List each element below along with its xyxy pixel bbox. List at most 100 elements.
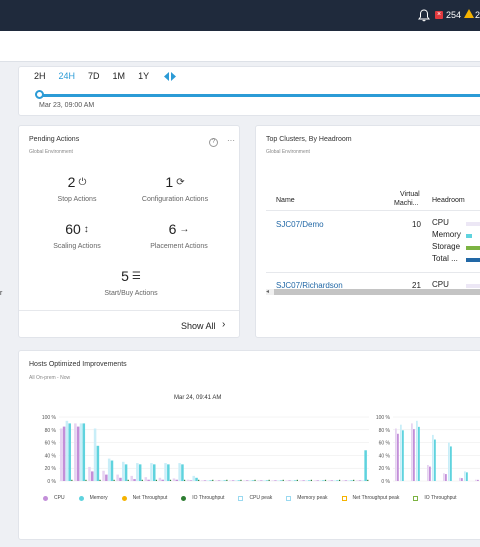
notification-bell-icon[interactable]	[418, 9, 430, 22]
memory-peak-bar	[136, 463, 139, 481]
cpu-peak-bar	[427, 465, 429, 481]
memory-peak-bar	[464, 471, 466, 481]
hosts-improvement-chart: 100 % 80 % 60 % 40 % 20 % 0 %	[42, 415, 369, 485]
memory-peak-bar	[234, 480, 238, 481]
stop-actions-item[interactable]: 2 ⏻ Stop Actions	[27, 174, 127, 203]
memory-peak-bar	[432, 434, 434, 481]
placement-actions-item[interactable]: 6 → Placement Actions	[129, 221, 229, 250]
io-throughput-bar	[282, 479, 284, 481]
action-count: 1	[165, 174, 174, 190]
cpu-bar	[413, 429, 415, 481]
pending-actions-widget: Pending Actions Global Environment ? ···…	[18, 125, 240, 338]
time-range-slider-handle[interactable]	[35, 90, 44, 99]
cpu-bar	[105, 474, 108, 481]
tab-2h[interactable]: 2H	[34, 71, 46, 81]
warning-count[interactable]: 25	[475, 10, 480, 20]
memory-peak-bar	[448, 442, 450, 481]
range-expand-icon[interactable]	[164, 72, 176, 81]
legend-swatch	[78, 495, 84, 501]
cluster-name-link[interactable]: SJC07/Demo	[276, 220, 324, 229]
cpu-peak-bar	[257, 480, 260, 481]
row-divider	[266, 272, 480, 273]
cpu-peak-bar	[215, 480, 218, 481]
memory-bar	[322, 480, 325, 481]
cpu-bar	[461, 478, 463, 481]
error-count[interactable]: 254	[446, 10, 462, 20]
memory-peak-bar	[400, 424, 402, 481]
header-divider	[266, 210, 480, 211]
io-throughput-bar	[254, 479, 256, 481]
tab-1y[interactable]: 1Y	[138, 71, 150, 81]
memory-bar	[336, 480, 339, 481]
cpu-bar	[358, 480, 362, 481]
io-throughput-bar	[353, 479, 355, 481]
cluster-name-link[interactable]: SJC07/Richardson	[276, 281, 343, 290]
column-header-vms[interactable]: Virtual	[400, 191, 420, 198]
legend-swatch	[121, 495, 127, 501]
legend-label: CPU	[54, 495, 65, 501]
legend-item-io-throughput[interactable]: IO Throughput	[181, 495, 224, 501]
legend-swatch	[181, 495, 187, 501]
memory-bar	[293, 480, 297, 481]
legend-item-cpu-peak[interactable]: CPU peak	[238, 495, 272, 501]
cpu-peak-bar	[229, 480, 232, 481]
action-count: 6	[168, 221, 177, 237]
chart-date-label: Mar 24, 09:41 AM	[174, 395, 222, 401]
cpu-bar	[330, 480, 334, 481]
cpu-bar	[161, 479, 164, 481]
scaling-actions-item[interactable]: 60 ↕ Scaling Actions	[27, 221, 127, 250]
tab-1m[interactable]: 1M	[112, 71, 126, 81]
scrollbar-thumb[interactable]	[274, 289, 480, 295]
legend-item-memory[interactable]: Memory	[78, 495, 108, 501]
hosts-improvement-chart-secondary: 100 % 80 % 60 % 40 % 20 % 0 %	[376, 415, 480, 485]
time-range-slider-track[interactable]	[39, 94, 480, 97]
io-throughput-bar	[127, 479, 129, 481]
tab-7d[interactable]: 7D	[88, 71, 100, 81]
show-all-link[interactable]: Show All	[181, 321, 216, 331]
memory-bar	[68, 423, 71, 481]
more-options-icon[interactable]: ···	[227, 136, 235, 145]
memory-bar	[308, 480, 311, 481]
column-header-name[interactable]: Name	[276, 197, 295, 204]
warning-status-icon[interactable]	[464, 9, 474, 18]
headroom-label-memory: Memory	[432, 230, 461, 239]
io-throughput-bar	[268, 479, 270, 481]
widget-subtitle: Global Environment	[266, 149, 310, 155]
memory-peak-bar	[107, 458, 111, 481]
configuration-actions-item[interactable]: 1 ⟳ Configuration Actions	[125, 174, 225, 203]
memory-peak-bar	[192, 475, 195, 481]
error-status-icon[interactable]: ×	[435, 11, 443, 19]
cpu-bar	[217, 480, 221, 481]
legend-item-memory-peak[interactable]: Memory peak	[286, 495, 328, 501]
memory-bar	[434, 439, 436, 481]
memory-peak-bar	[164, 463, 167, 481]
column-header-vms-line2[interactable]: Machi...	[394, 200, 419, 207]
legend-item-net-throughput[interactable]: Net Throughput	[121, 495, 167, 501]
widget-subtitle: Global Environment	[29, 149, 73, 155]
cpu-peak-bar	[443, 473, 445, 481]
legend-item-io-throughput-peak[interactable]: IO Throughput	[413, 495, 457, 501]
scroll-left-icon[interactable]: ◂	[266, 289, 270, 295]
cpu-peak-bar	[285, 480, 288, 481]
memory-bar	[110, 460, 114, 481]
cpu-bar	[397, 433, 399, 481]
chevron-right-icon[interactable]: ›	[222, 319, 226, 330]
y-tick-label: 80 %	[379, 428, 391, 434]
legend-item-net-throughput-peak[interactable]: Net Throughput peak	[341, 495, 399, 501]
cpu-peak-bar	[355, 480, 359, 481]
tab-24h[interactable]: 24H	[58, 71, 76, 81]
cpu-bar	[445, 474, 447, 481]
y-tick-label: 60 %	[45, 441, 57, 447]
help-icon[interactable]: ?	[209, 138, 218, 147]
legend-item-cpu[interactable]: CPU	[43, 495, 65, 501]
cpu-bar	[274, 480, 277, 481]
action-label: Placement Actions	[150, 243, 208, 250]
memory-bar	[279, 480, 283, 481]
horizontal-scrollbar[interactable]: ◂	[266, 289, 480, 295]
start-buy-actions-item[interactable]: 5 ☰ Start/Buy Actions	[81, 268, 181, 297]
widget-title: Pending Actions	[29, 136, 80, 143]
io-throughput-bar	[169, 479, 172, 481]
storage-stack-icon: ☰	[131, 271, 141, 282]
column-header-headroom[interactable]: Headroom	[432, 197, 465, 204]
cpu-bar	[477, 479, 479, 481]
